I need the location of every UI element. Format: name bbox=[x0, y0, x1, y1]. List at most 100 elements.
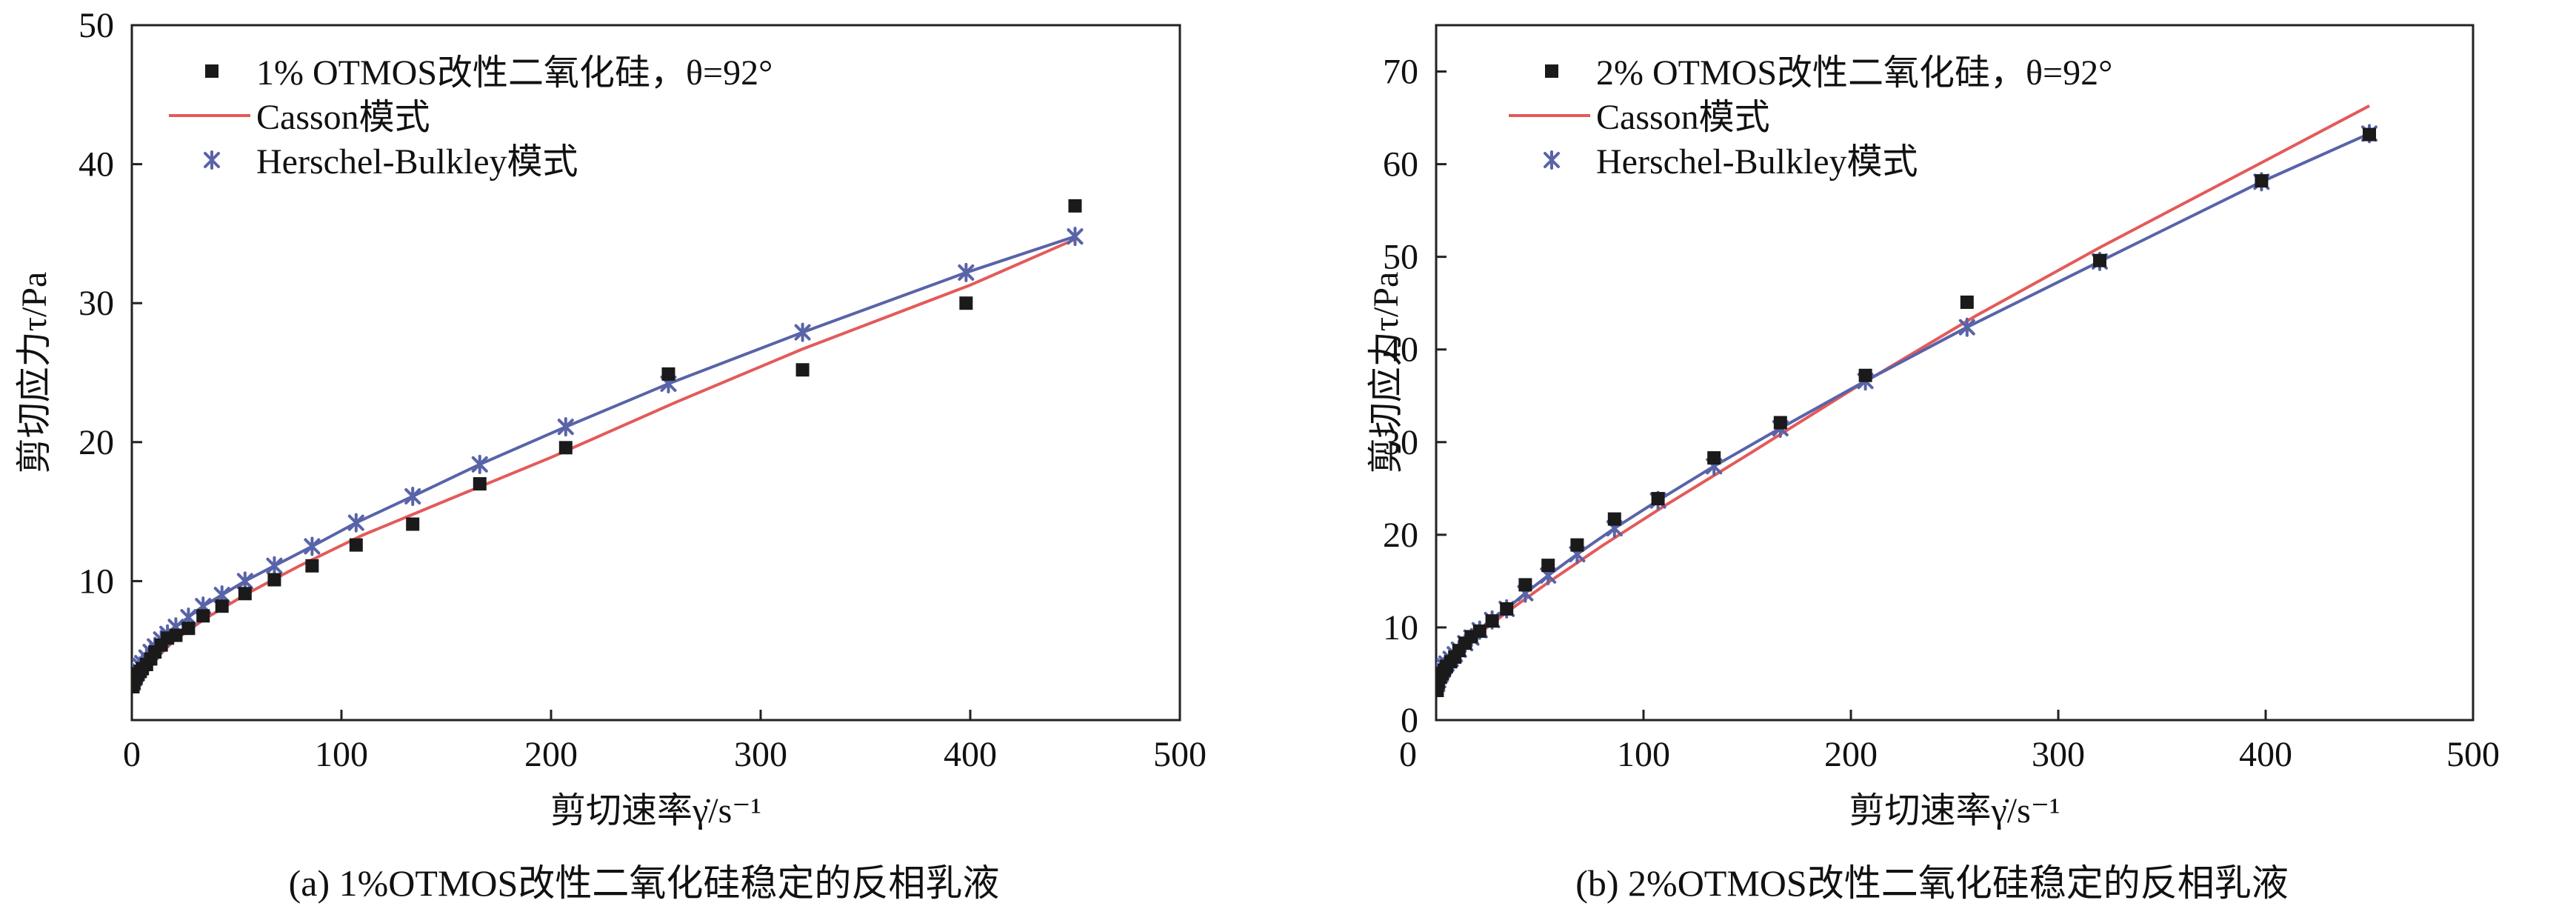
y-tick-label: 30 bbox=[1383, 423, 1418, 462]
y-axis: 10 20 30 40 50 bbox=[79, 6, 142, 601]
caption-b: (b) 2%OTMOS改性二氧化硅稳定的反相乳液 bbox=[1575, 862, 2289, 904]
hb-line bbox=[132, 235, 1076, 683]
series-data bbox=[1436, 127, 2376, 697]
data-point bbox=[1960, 295, 1974, 309]
data-point bbox=[2363, 127, 2376, 141]
data-point bbox=[2093, 253, 2106, 267]
x-tick-label: 300 bbox=[2032, 735, 2085, 774]
legend: 2% OTMOS改性二氧化硅，θ=92° Casson模式 Herschel-Bul… bbox=[1509, 53, 2112, 182]
casson-line bbox=[1436, 104, 2370, 690]
legend-data-marker bbox=[205, 64, 218, 78]
y-tick-label: 60 bbox=[1383, 145, 1418, 184]
legend-data-label: 2% OTMOS改性二氧化硅，θ=92° bbox=[1596, 53, 2112, 93]
data-point bbox=[1570, 538, 1584, 552]
x-axis: 0 100 200 300 400 500 bbox=[1399, 710, 2500, 774]
data-point bbox=[406, 517, 420, 531]
y-tick-label: 0 bbox=[1401, 701, 1418, 740]
hb-point bbox=[1067, 227, 1084, 247]
hb-point bbox=[347, 513, 364, 533]
data-point bbox=[305, 559, 319, 573]
data-point bbox=[1541, 559, 1555, 573]
data-point bbox=[1485, 614, 1499, 628]
y-axis: 0 10 20 30 40 50 60 70 bbox=[1383, 53, 1447, 740]
hb-point bbox=[304, 536, 321, 556]
hb-point bbox=[794, 322, 811, 342]
series-casson bbox=[132, 238, 1076, 690]
data-point bbox=[2255, 174, 2269, 188]
data-point bbox=[1707, 451, 1721, 465]
y-tick-label: 10 bbox=[1383, 608, 1418, 647]
legend-data-label: 1% OTMOS改性二氧化硅，θ=92° bbox=[256, 53, 773, 93]
chart-b: 0 100 200 300 400 500 0 10 20 30 40 50 60 70 剪切速率γ̇/s⁻… bbox=[1367, 24, 2500, 830]
x-tick-label: 400 bbox=[2239, 735, 2292, 774]
x-tick-label: 0 bbox=[1399, 735, 1417, 774]
data-point bbox=[1518, 578, 1532, 592]
y-tick-label: 30 bbox=[79, 284, 114, 323]
y-axis-title: 剪切应力τ/Pa bbox=[15, 272, 54, 474]
series-hb bbox=[1436, 124, 2378, 694]
y-tick-label: 40 bbox=[79, 145, 114, 184]
data-point bbox=[795, 363, 810, 377]
data-point bbox=[473, 477, 487, 491]
legend-hb-marker bbox=[204, 150, 220, 170]
hb-point bbox=[404, 486, 421, 506]
data-point bbox=[1773, 416, 1787, 430]
data-point bbox=[1651, 492, 1665, 506]
y-tick-label: 50 bbox=[79, 6, 114, 45]
x-tick-label: 500 bbox=[2446, 735, 2500, 774]
legend-hb-label: Herschel-Bulkley模式 bbox=[256, 142, 578, 182]
data-point bbox=[558, 441, 573, 455]
hb-point bbox=[1958, 317, 1975, 337]
data-point bbox=[196, 609, 210, 623]
data-point bbox=[1500, 602, 1514, 616]
data-point bbox=[267, 573, 281, 587]
hb-line bbox=[1436, 132, 2370, 685]
series-data bbox=[132, 199, 1082, 693]
hb-point bbox=[557, 417, 574, 437]
data-point bbox=[661, 367, 675, 381]
plot-frame bbox=[130, 24, 1181, 722]
data-point bbox=[169, 628, 183, 642]
data-point bbox=[959, 296, 973, 310]
legend: 1% OTMOS改性二氧化硅，θ=92° Casson模式 Herschel-Bul… bbox=[169, 53, 773, 182]
series-casson bbox=[1436, 104, 2370, 690]
data-point bbox=[238, 587, 252, 601]
panel-b: 0 100 200 300 400 500 0 10 20 30 40 50 60 70 剪切速率γ̇/s⁻… bbox=[1288, 0, 2576, 909]
legend-casson-label: Casson模式 bbox=[1596, 98, 1770, 137]
x-tick-label: 200 bbox=[1824, 735, 1878, 774]
plot-frame bbox=[1435, 24, 2475, 722]
hb-point bbox=[471, 454, 488, 474]
caption-a: (a) 1%OTMOS改性二氧化硅稳定的反相乳液 bbox=[288, 862, 1000, 904]
y-tick-label: 50 bbox=[1383, 238, 1418, 277]
panel-a: 0 100 200 300 400 500 10 20 30 40 50 剪切速率γ̇/s⁻¹ 剪切应力… bbox=[15, 6, 1207, 904]
x-tick-label: 0 bbox=[123, 735, 141, 774]
data-point bbox=[349, 538, 363, 552]
x-tick-label: 200 bbox=[524, 735, 578, 774]
x-tick-label: 300 bbox=[734, 735, 787, 774]
hb-point bbox=[958, 262, 975, 282]
x-tick-label: 400 bbox=[944, 735, 997, 774]
data-point bbox=[1858, 368, 1872, 382]
legend-hb-label: Herschel-Bulkley模式 bbox=[1596, 142, 1918, 182]
y-tick-label: 40 bbox=[1383, 330, 1418, 370]
x-tick-label: 500 bbox=[1153, 735, 1207, 774]
y-axis-title: 剪切应力τ/Pa bbox=[1367, 272, 1406, 474]
hb-point bbox=[236, 571, 253, 591]
data-point bbox=[1607, 512, 1621, 526]
y-tick-label: 20 bbox=[1383, 516, 1418, 555]
data-point bbox=[1068, 199, 1082, 213]
x-axis-title: 剪切速率γ̇/s⁻¹ bbox=[550, 791, 761, 830]
x-tick-label: 100 bbox=[1617, 735, 1670, 774]
legend-casson-label: Casson模式 bbox=[256, 98, 430, 137]
y-tick-label: 70 bbox=[1383, 53, 1418, 92]
x-axis: 0 100 200 300 400 500 bbox=[123, 710, 1207, 774]
y-tick-label: 10 bbox=[79, 562, 114, 601]
x-tick-label: 100 bbox=[315, 735, 368, 774]
casson-line bbox=[132, 238, 1076, 690]
y-tick-label: 20 bbox=[79, 423, 114, 462]
legend-data-marker bbox=[1545, 64, 1558, 78]
hb-point bbox=[266, 556, 283, 576]
data-point bbox=[1436, 683, 1444, 697]
chart-a: 0 100 200 300 400 500 10 20 30 40 50 剪切速率γ̇/s⁻¹ 剪切应力… bbox=[15, 6, 1207, 830]
